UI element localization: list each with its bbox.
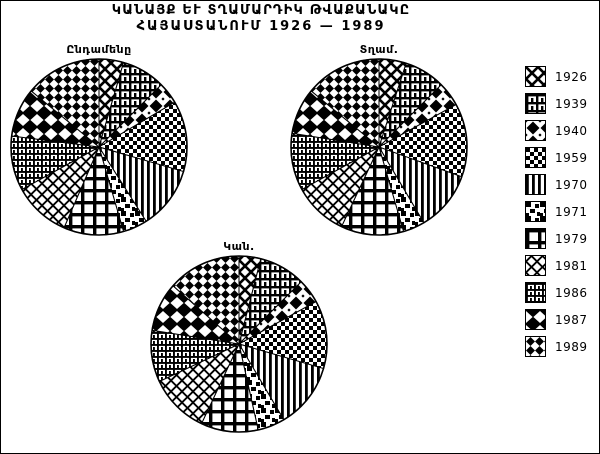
pie-chart-male-graphic <box>290 58 468 236</box>
legend-swatch-brick-grid <box>525 93 546 114</box>
pie-chart-male-label: Տղամ. <box>359 43 399 56</box>
legend-swatch-diag-cross-lattice <box>525 66 546 87</box>
legend-item-1979[interactable]: 1979 <box>525 225 599 252</box>
pie-chart-male: Տղամ. <box>290 43 468 237</box>
legend-label: 1979 <box>555 231 588 246</box>
legend-item-1987[interactable]: 1987 <box>525 306 599 333</box>
legend-label: 1986 <box>555 285 588 300</box>
legend-swatch-fine-checker <box>525 147 546 168</box>
title-line-2: ՀԱՅԱՍՏԱՆՈՒՄ 1926 — 1989 <box>136 19 386 34</box>
legend-label: 1940 <box>555 123 588 138</box>
pie-chart-female-graphic <box>150 255 328 433</box>
pie-chart-female: Կան. <box>150 240 328 434</box>
legend-swatch-scatter-blocks <box>525 201 546 222</box>
legend-item-1986[interactable]: 1986 <box>525 279 599 306</box>
legend-item-1970[interactable]: 1970 <box>525 171 599 198</box>
legend-item-1940[interactable]: 1940 <box>525 117 599 144</box>
pie-chart-total-graphic <box>10 58 188 236</box>
legend-item-1971[interactable]: 1971 <box>525 198 599 225</box>
legend-label: 1939 <box>555 96 588 111</box>
pie-chart-female-label: Կան. <box>223 240 255 253</box>
legend-item-1939[interactable]: 1939 <box>525 90 599 117</box>
pie-outline <box>150 255 328 433</box>
legend-swatch-fine-brick-grid <box>525 282 546 303</box>
legend-label: 1989 <box>555 339 588 354</box>
legend-swatch-dense-diamond-checker <box>525 336 546 357</box>
legend-swatch-vertical-stripes <box>525 174 546 195</box>
legend: 1926 1939 1940 1959 1970 1971 1979 1981 1986 1987… <box>525 63 599 360</box>
legend-label: 1970 <box>555 177 588 192</box>
legend-label: 1971 <box>555 204 588 219</box>
pie-outline <box>10 58 188 236</box>
page-title: ԿԱՆԱՅՔ ԵՒ ՏՂԱՄԱՐԴԻԿ ԹՎԱՔԱՆԱԿԸ ՀԱՅԱՍՏԱՆՈՒ… <box>1 3 521 35</box>
legend-swatch-big-diamond-dark <box>525 120 546 141</box>
pie-outline <box>290 58 468 236</box>
legend-label: 1987 <box>555 312 588 327</box>
legend-label: 1959 <box>555 150 588 165</box>
pie-chart-total: Ընդամենը <box>10 43 188 237</box>
legend-item-1981[interactable]: 1981 <box>525 252 599 279</box>
title-line-1: ԿԱՆԱՅՔ ԵՒ ՏՂԱՄԱՐԴԻԿ ԹՎԱՔԱՆԱԿԸ <box>111 3 411 18</box>
legend-item-1959[interactable]: 1959 <box>525 144 599 171</box>
pie-chart-total-label: Ընդամենը <box>66 43 132 56</box>
legend-swatch-thick-cross-grid <box>525 228 546 249</box>
legend-label: 1981 <box>555 258 588 273</box>
legend-item-1926[interactable]: 1926 <box>525 63 599 90</box>
legend-item-1989[interactable]: 1989 <box>525 333 599 360</box>
legend-swatch-bowtie-dark <box>525 309 546 330</box>
legend-swatch-light-diamond-net <box>525 255 546 276</box>
legend-label: 1926 <box>555 69 588 84</box>
